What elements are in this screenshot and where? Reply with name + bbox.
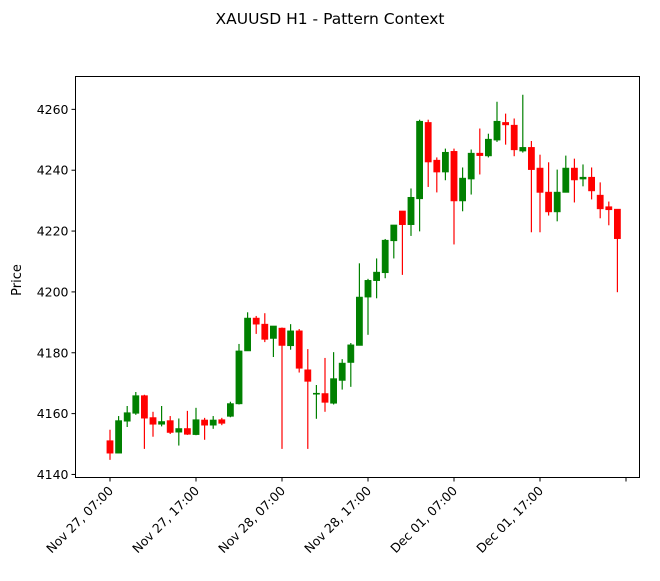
candle-body: [227, 403, 234, 417]
candle-body: [407, 196, 415, 225]
candle-body: [347, 344, 355, 363]
y-tick-label: 4260: [37, 102, 69, 117]
candle-body: [484, 138, 492, 157]
candle-body: [596, 194, 604, 210]
candle-body: [278, 327, 286, 346]
candle-body: [433, 159, 441, 173]
candle-body: [355, 296, 363, 346]
candle-body: [502, 122, 509, 126]
candle-body: [175, 428, 183, 433]
candle-body: [493, 120, 501, 141]
candle-body: [184, 428, 191, 435]
candle-body: [295, 330, 303, 369]
y-tick-label: 4140: [37, 467, 69, 482]
candle-body: [106, 440, 114, 454]
candle-body: [467, 152, 475, 180]
candle-body: [424, 122, 432, 163]
candle-body: [416, 120, 423, 200]
y-tick-label: 4240: [37, 163, 69, 178]
candle-body: [209, 419, 217, 426]
candle-body: [192, 419, 200, 435]
candle-body: [536, 167, 544, 193]
x-tick-label: Nov 28, 17:00: [301, 483, 374, 556]
x-tick-label: Nov 27, 17:00: [129, 483, 202, 556]
candle-body: [218, 419, 226, 424]
candle-body: [132, 395, 140, 414]
candle-body: [553, 191, 561, 213]
candle-body: [450, 151, 458, 202]
y-tick-label: 4160: [37, 406, 69, 421]
candle-body: [149, 417, 157, 425]
candle-body: [123, 412, 131, 422]
candle-body: [588, 176, 595, 192]
candle-body: [373, 271, 380, 281]
candle-body: [338, 362, 346, 381]
candle-body: [562, 167, 570, 193]
plot-frame: [75, 76, 640, 478]
candle-body: [476, 152, 484, 156]
candle-body: [605, 206, 613, 211]
y-tick-label: 4220: [37, 224, 69, 239]
candle-body: [304, 369, 312, 382]
x-tick-label: Nov 27, 07:00: [43, 483, 116, 556]
candle-body: [441, 151, 449, 173]
candle-body: [166, 420, 174, 433]
candle-body: [527, 147, 535, 170]
candle-body: [381, 239, 389, 274]
candle-body: [252, 317, 260, 325]
candle-body: [287, 330, 294, 347]
candle-body: [398, 210, 406, 225]
candle-body: [545, 191, 552, 213]
candle-body: [570, 167, 578, 181]
candle-body: [115, 420, 122, 454]
candle-body: [579, 176, 587, 180]
x-tick-label: Dec 01, 07:00: [387, 483, 460, 556]
candle-body: [235, 350, 243, 405]
candle-body: [261, 323, 269, 340]
candle-body: [321, 393, 329, 403]
candle-body: [312, 392, 320, 395]
candle-body: [390, 224, 398, 242]
candle-body: [330, 378, 337, 404]
candle-body: [519, 147, 527, 152]
candle-body: [364, 280, 372, 298]
candle-body: [141, 395, 148, 419]
candle-body: [510, 124, 518, 151]
chart-title: XAUUSD H1 - Pattern Context: [216, 10, 445, 28]
candle-body: [158, 421, 165, 425]
candle-body: [244, 317, 251, 352]
candle-body: [459, 177, 466, 202]
y-tick-label: 4180: [37, 345, 69, 360]
candle-body: [201, 419, 208, 426]
y-axis-label: Price: [10, 264, 25, 296]
candle-body: [613, 208, 621, 239]
candles-layer: [106, 94, 621, 460]
x-tick-label: Nov 28, 07:00: [215, 483, 288, 556]
y-tick-label: 4200: [37, 284, 69, 299]
x-tick-label: Dec 01, 17:00: [473, 483, 546, 556]
candle-body: [269, 325, 277, 339]
